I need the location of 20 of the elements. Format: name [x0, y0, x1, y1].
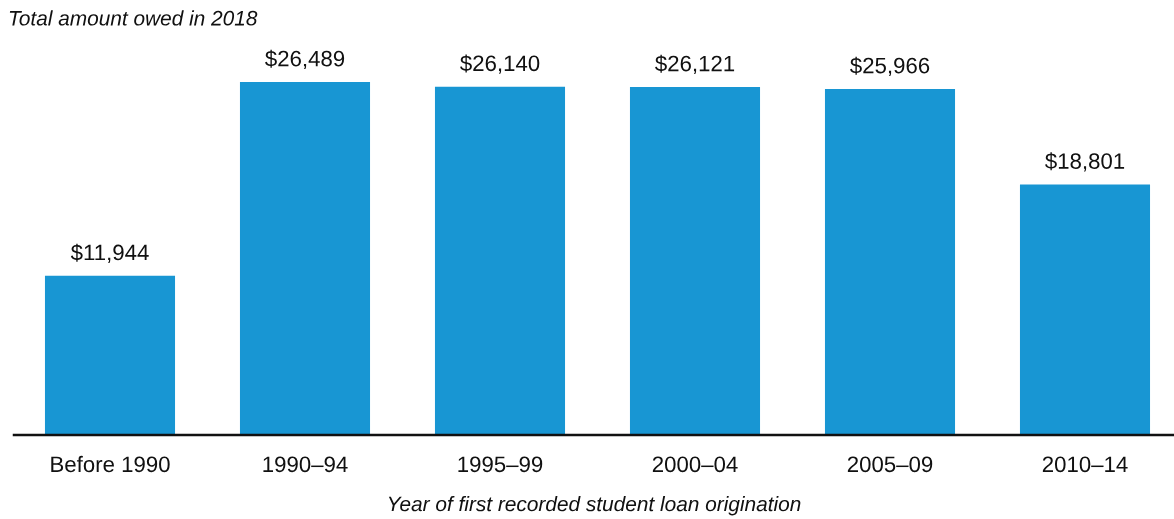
data-label: $26,121 — [655, 54, 735, 75]
data-label: $18,801 — [1045, 152, 1125, 172]
x-tick-label: 2010–14 — [1042, 456, 1128, 473]
x-tick-label: 1995–99 — [458, 456, 543, 473]
data-label: $11,944 — [70, 243, 149, 263]
bar — [239, 82, 371, 435]
data-label: $25,966 — [850, 56, 930, 77]
x-tick-label: 2005–09 — [847, 456, 933, 473]
bar — [44, 275, 176, 435]
data-label: $26,140 — [460, 54, 540, 74]
x-tick-label: 2000–04 — [652, 456, 738, 473]
bar — [1019, 184, 1151, 435]
data-label: $26,489 — [265, 49, 345, 70]
x-tick-label: Before 1990 — [51, 455, 170, 473]
bar — [434, 86, 566, 435]
x-axis-title: Year of first recorded student loan origination — [388, 495, 801, 516]
bar — [824, 88, 956, 435]
x-tick-label: 1990–94 — [263, 456, 348, 473]
y-axis-title: Total amount owed in 2018 — [9, 10, 258, 26]
bar — [629, 86, 761, 435]
